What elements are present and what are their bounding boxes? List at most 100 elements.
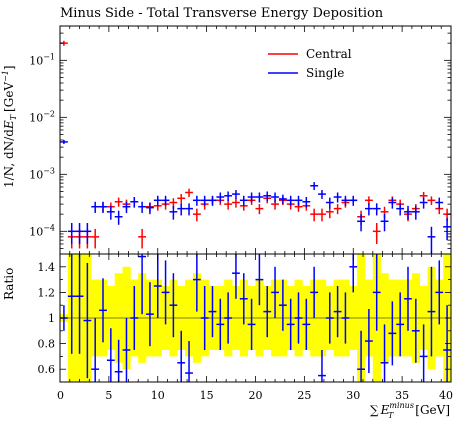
marker-single-32 xyxy=(310,182,319,191)
marker-central-33 xyxy=(318,208,326,222)
marker-central-34 xyxy=(325,206,334,219)
marker-single-9 xyxy=(130,197,139,208)
marker-central-40 xyxy=(372,222,381,244)
marker-single-44 xyxy=(404,205,412,220)
ratio-marker-38 xyxy=(357,330,365,382)
ratio-y-tick-label: 1.2 xyxy=(38,286,56,299)
ratio-marker-45 xyxy=(411,298,420,363)
ratio-marker-21 xyxy=(224,292,233,344)
ratio-marker-32 xyxy=(310,266,319,318)
marker-central-16 xyxy=(185,188,193,197)
marker-central-47 xyxy=(427,196,436,205)
ratio-marker-16 xyxy=(185,341,193,382)
ratio-marker-4 xyxy=(91,318,100,382)
ratio-marker-24 xyxy=(247,298,256,350)
x-tick-label: 25 xyxy=(297,389,311,402)
marker-single-2 xyxy=(75,222,84,244)
marker-single-19 xyxy=(208,195,217,206)
main-y-tick-label: 10−2 xyxy=(29,109,55,124)
marker-single-41 xyxy=(380,214,389,232)
marker-single-34 xyxy=(325,197,334,209)
ratio-y-tick-label: 1.4 xyxy=(38,261,56,274)
ratio-marker-8 xyxy=(122,318,131,382)
main-x-ticks xyxy=(59,26,452,254)
marker-single-10 xyxy=(138,201,147,213)
x-tick-label: 5 xyxy=(105,389,112,402)
ratio-marker-11 xyxy=(146,282,154,347)
ratio-marker-7 xyxy=(114,339,123,382)
marker-single-18 xyxy=(200,195,209,206)
ratio-marker-9 xyxy=(130,286,139,350)
ratio-marker-40 xyxy=(372,254,381,331)
x-tick-label: 30 xyxy=(346,389,360,402)
ratio-marker-25 xyxy=(255,254,264,306)
main-y-axis-label: 1/N, dN/dET[GeV−1] xyxy=(1,65,18,188)
marker-single-42 xyxy=(388,197,397,209)
marker-central-7 xyxy=(114,197,123,207)
ratio-marker-13 xyxy=(161,260,170,325)
x-tick-label: 15 xyxy=(200,389,214,402)
marker-single-45 xyxy=(411,205,420,220)
ratio-y-tick-label: 1 xyxy=(48,312,55,325)
ratio-marker-17 xyxy=(192,254,201,312)
x-tick-label: 35 xyxy=(395,389,409,402)
x-tick-label: 40 xyxy=(439,389,453,402)
marker-single-8 xyxy=(122,201,131,213)
marker-single-17 xyxy=(192,195,201,206)
marker-single-43 xyxy=(396,203,405,216)
marker-single-38 xyxy=(357,214,365,232)
marker-single-3 xyxy=(83,222,92,244)
marker-single-11 xyxy=(146,202,154,215)
marker-single-29 xyxy=(286,195,295,206)
ratio-marker-37 xyxy=(349,254,358,293)
ratio-marker-39 xyxy=(364,309,373,374)
marker-central-22 xyxy=(232,198,240,208)
ratio-y-axis-label: Ratio xyxy=(2,268,16,300)
ratio-marker-36 xyxy=(341,292,350,344)
ratio-marker-3 xyxy=(83,262,92,379)
marker-central-25 xyxy=(255,204,264,215)
ratio-marker-1 xyxy=(67,254,76,354)
marker-central-21 xyxy=(224,199,233,210)
marker-central-4 xyxy=(91,228,100,249)
ratio-x-ticks: 0 5 10 15 20 25 30 35 40 xyxy=(57,254,453,402)
ratio-panel: 0 5 10 15 20 25 30 35 40 0.6 0.8 1 1.2 1.4 xyxy=(38,253,453,402)
legend-entry-central: Central xyxy=(268,47,352,61)
ratio-marker-5 xyxy=(99,278,107,343)
ratio-marker-31 xyxy=(302,298,311,350)
ratio-marker-18 xyxy=(200,286,209,350)
marker-single-21 xyxy=(224,191,233,202)
ratio-marker-27 xyxy=(271,266,279,318)
marker-single-13 xyxy=(161,195,170,206)
ratio-marker-42 xyxy=(388,301,397,366)
marker-central-32 xyxy=(310,208,319,222)
x-tick-label: 20 xyxy=(249,389,263,402)
ratio-marker-20 xyxy=(216,298,225,350)
marker-single-46 xyxy=(419,197,428,209)
main-y-ticks: 10−1 10−2 10−3 10−4 xyxy=(29,25,451,255)
ratio-y-tick-label: 0.6 xyxy=(38,363,56,376)
marker-single-4 xyxy=(91,201,100,213)
marker-single-20 xyxy=(216,192,225,203)
ratio-marker-28 xyxy=(278,279,287,331)
marker-single-15 xyxy=(177,203,186,216)
marker-central-10 xyxy=(138,228,147,249)
marker-central-35 xyxy=(333,204,342,215)
main-y-tick-label: 10−1 xyxy=(29,52,55,67)
ratio-marker-6 xyxy=(106,328,115,382)
ratio-marker-2 xyxy=(75,254,84,354)
marker-single-40 xyxy=(372,203,381,216)
ratio-marker-44 xyxy=(404,266,412,331)
ratio-marker-43 xyxy=(396,292,405,357)
marker-single-30 xyxy=(294,195,303,206)
ratio-marker-12 xyxy=(153,254,162,318)
ratio-marker-15 xyxy=(177,330,186,382)
x-tick-label: 10 xyxy=(151,389,165,402)
ratio-marker-48 xyxy=(435,260,444,325)
marker-single-26 xyxy=(263,191,272,202)
ratio-marker-41 xyxy=(380,324,389,382)
marker-single-47 xyxy=(427,226,436,254)
ratio-y-ticks: 0.6 0.8 1 1.2 1.4 xyxy=(38,253,451,383)
x-tick-label: 0 xyxy=(57,389,64,402)
